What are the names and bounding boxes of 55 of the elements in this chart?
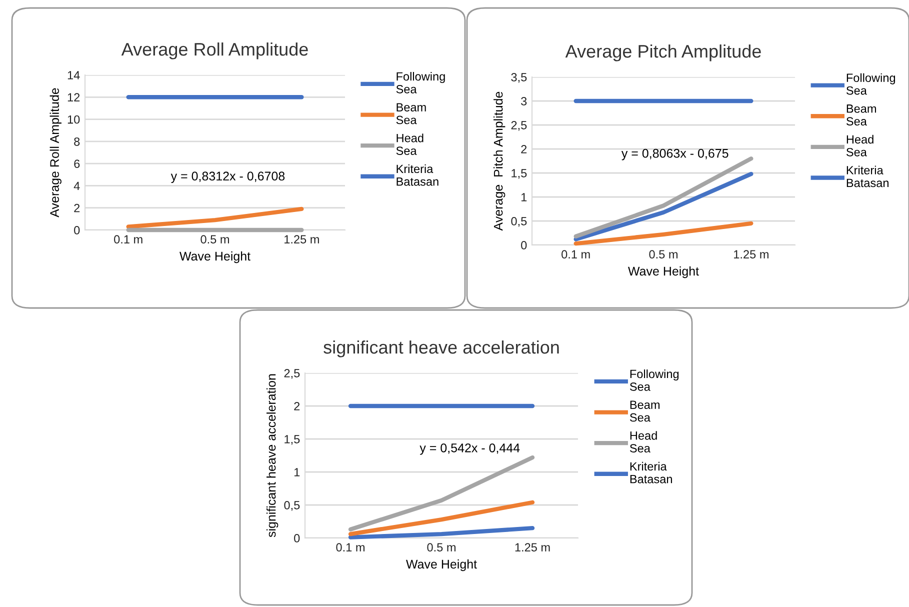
x-tick-label: 1.25 m	[284, 235, 319, 244]
y-tick-label: 8	[74, 137, 80, 146]
y-tick-label: 2,5	[511, 121, 527, 131]
legend-label: Following Sea	[630, 369, 679, 391]
y-axis-title: Average Roll Amplitude	[50, 88, 62, 218]
y-tick-label: 2	[74, 204, 80, 212]
annotation: y = 0,8312x - 0,6708	[170, 172, 285, 183]
legend-label: Kriteria Batasan	[846, 166, 888, 188]
annotation: y = 0,8063x - 0,675	[621, 148, 728, 160]
y-tick-label: 1,5	[512, 169, 527, 179]
x-tick-label: 1.25 m	[734, 250, 768, 259]
x-axis-title: Wave Height	[628, 266, 699, 278]
y-tick-label: 1	[294, 468, 300, 476]
y-tick-label: 1	[521, 193, 527, 202]
y-tick-label: 2	[521, 145, 527, 154]
y-tick-label: 10	[68, 115, 80, 124]
x-tick-label: 0.1 m	[114, 235, 142, 244]
y-tick-label: 3,5	[511, 73, 527, 83]
x-tick-label: 0.5 m	[427, 543, 456, 552]
legend-label: Following Sea	[396, 72, 445, 94]
legend-label: Kriteria Batasan	[630, 462, 672, 484]
legend-label: Following Sea	[846, 73, 896, 95]
y-tick-label: 2,5	[284, 369, 300, 379]
y-tick-label: 4	[74, 182, 80, 190]
legend-label: Beam Sea	[396, 103, 426, 124]
legend-label: Head Sea	[846, 134, 874, 156]
y-tick-label: 0	[74, 226, 80, 234]
legend-label: Beam Sea	[846, 104, 876, 126]
y-tick-label: 0,5	[511, 217, 527, 227]
x-tick-label: 0.1 m	[336, 543, 364, 552]
y-tick-label: 14	[68, 71, 80, 80]
y-tick-label: 0	[521, 241, 527, 250]
y-tick-label: 12	[68, 93, 80, 102]
y-axis-title: significant heave acceleration	[266, 374, 278, 538]
y-axis-title: Average Pitch Amplitude	[494, 92, 506, 231]
chart-title: significant heave acceleration	[324, 340, 559, 358]
y-tick-label: 0	[294, 534, 300, 542]
legend-label: Beam Sea	[630, 400, 660, 422]
y-tick-label: 0,5	[284, 501, 300, 511]
chart-title: Average Pitch Amplitude	[565, 44, 761, 62]
x-axis-title: Wave Height	[180, 251, 250, 264]
legend-label: Kriteria Batasan	[396, 164, 438, 186]
y-tick-label: 2	[294, 402, 300, 410]
x-tick-label: 0.5 m	[200, 235, 229, 244]
y-tick-label: 1,5	[284, 435, 300, 445]
y-tick-label: 3	[521, 97, 527, 106]
annotation: y = 0,542x - 0,444	[420, 443, 520, 455]
x-tick-label: 1.25 m	[515, 543, 550, 552]
x-tick-label: 0.1 m	[562, 250, 590, 259]
x-tick-label: 0.5 m	[649, 250, 678, 259]
x-axis-title: Wave Height	[406, 559, 477, 572]
legend-label: Head Sea	[630, 431, 657, 452]
chart-title: Average Roll Amplitude	[121, 42, 308, 60]
legend-label: Head Sea	[396, 134, 424, 155]
y-tick-label: 6	[74, 160, 80, 168]
